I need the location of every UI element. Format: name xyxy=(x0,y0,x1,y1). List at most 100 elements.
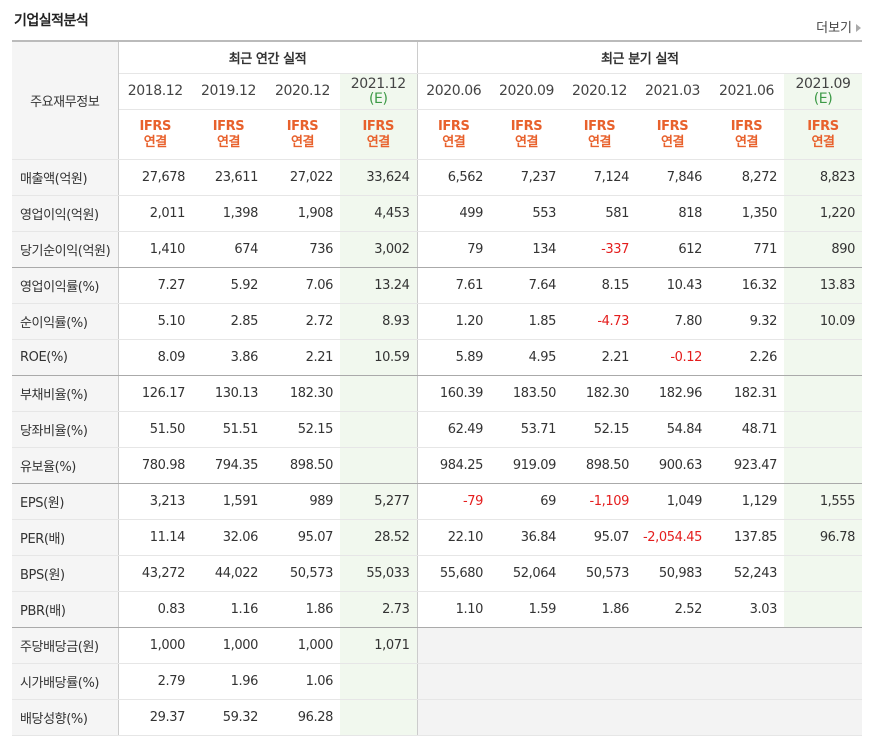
data-cell: 890 xyxy=(784,231,863,268)
data-cell: 2,011 xyxy=(118,195,192,232)
data-cell: 96.28 xyxy=(265,699,340,736)
data-cell: 3.86 xyxy=(192,339,265,376)
data-cell: 674 xyxy=(192,231,265,268)
data-cell: 1,908 xyxy=(265,195,340,232)
data-row: 유보율(%) 780.98 794.35 898.50 984.25 919.09 898.… xyxy=(12,447,863,484)
data-cell: 3.03 xyxy=(709,591,784,628)
data-row: 당좌비율(%) 51.50 51.51 52.15 62.49 53.71 52.15 54.… xyxy=(12,411,863,448)
period-label: 2020.06 xyxy=(426,83,482,99)
data-cell: 2.21 xyxy=(265,339,340,376)
data-cell: 0.83 xyxy=(118,591,192,628)
period-header: 2019.12 xyxy=(192,73,265,110)
data-row: 영업이익(억원) 2,011 1,398 1,908 4,453 499 553 581 818… xyxy=(12,195,863,232)
data-cell: 16.32 xyxy=(709,267,784,304)
data-row: 영업이익률(%) 7.27 5.92 7.06 13.24 7.61 7.64 8.15 10.… xyxy=(12,267,863,304)
financial-table: 주요재무정보 최근 연간 실적 최근 분기 실적 2018.12 2019.12 2020… xyxy=(12,40,863,736)
period-label: 2020.09 xyxy=(498,83,555,99)
row-label: PER(배) xyxy=(12,519,119,556)
more-link[interactable]: 더보기 xyxy=(816,17,861,36)
data-cell: 137.85 xyxy=(709,519,784,556)
basis-text: IFRS xyxy=(286,118,319,134)
basis-text: 연결 xyxy=(216,134,241,150)
data-cell: 126.17 xyxy=(118,375,192,412)
basis-header: IFRS 연결 xyxy=(265,109,340,160)
data-cell xyxy=(417,627,490,664)
period-label: 2019.12 xyxy=(200,83,257,99)
basis-text: 연결 xyxy=(366,134,391,150)
data-cell: 794.35 xyxy=(192,447,265,484)
data-cell: -4.73 xyxy=(563,303,636,340)
data-cell: 59.32 xyxy=(192,699,265,736)
data-cell: 6,562 xyxy=(417,159,490,196)
data-cell: 1,555 xyxy=(784,483,863,520)
data-cell xyxy=(563,663,636,700)
data-cell: -337 xyxy=(563,231,636,268)
data-cell: 1,410 xyxy=(118,231,192,268)
data-cell: 28.52 xyxy=(340,519,418,556)
data-row: 당기순이익(억원) 1,410 674 736 3,002 79 134 -337 612 771… xyxy=(12,231,863,268)
data-cell: 7,846 xyxy=(636,159,709,196)
data-row: BPS(원) 43,272 44,022 50,573 55,033 55,680 52,0… xyxy=(12,555,863,592)
period-header: 2021.09 (E) xyxy=(784,73,863,110)
data-cell: 44,022 xyxy=(192,555,265,592)
period-label: 2018.12 xyxy=(127,83,183,99)
row-label: EPS(원) xyxy=(12,483,119,520)
data-cell: 919.09 xyxy=(490,447,563,484)
data-cell: 48.71 xyxy=(709,411,784,448)
row-label: 주당배당금(원) xyxy=(12,627,119,664)
period-header: 2020.06 xyxy=(417,73,490,110)
data-cell: 1,350 xyxy=(709,195,784,232)
data-cell xyxy=(490,663,563,700)
data-cell: 8.93 xyxy=(340,303,418,340)
basis-text: 연결 xyxy=(587,134,612,150)
data-cell: 183.50 xyxy=(490,375,563,412)
data-row: 배당성향(%) 29.37 59.32 96.28 xyxy=(12,699,863,736)
basis-header: IFRS 연결 xyxy=(490,109,563,160)
basis-header: IFRS 연결 xyxy=(118,109,192,160)
data-cell: 23,611 xyxy=(192,159,265,196)
row-label: 영업이익(억원) xyxy=(12,195,119,232)
data-cell: -0.12 xyxy=(636,339,709,376)
data-cell: 52.15 xyxy=(265,411,340,448)
data-cell: 36.84 xyxy=(490,519,563,556)
basis-text: 연결 xyxy=(514,134,539,150)
data-cell xyxy=(784,411,863,448)
data-row: 주당배당금(원) 1,000 1,000 1,000 1,071 xyxy=(12,627,863,664)
basis-text: IFRS xyxy=(212,118,245,134)
period-header: 2020.09 xyxy=(490,73,563,110)
basis-text: IFRS xyxy=(807,118,839,134)
data-cell: 1.96 xyxy=(192,663,265,700)
basis-text: 연결 xyxy=(734,134,759,150)
data-cell: 1,129 xyxy=(709,483,784,520)
data-cell: 9.32 xyxy=(709,303,784,340)
row-label: 당좌비율(%) xyxy=(12,411,119,448)
data-cell: 900.63 xyxy=(636,447,709,484)
data-cell: 95.07 xyxy=(563,519,636,556)
data-cell: 898.50 xyxy=(265,447,340,484)
basis-text: IFRS xyxy=(730,118,763,134)
basis-header: IFRS 연결 xyxy=(784,109,863,160)
data-cell: 1,591 xyxy=(192,483,265,520)
data-cell: 5.89 xyxy=(417,339,490,376)
period-header: 2021.12 (E) xyxy=(340,73,418,110)
period-header: 2020.12 xyxy=(265,73,340,110)
basis-header: IFRS 연결 xyxy=(636,109,709,160)
basis-text: 연결 xyxy=(290,134,315,150)
data-cell: 7.27 xyxy=(118,267,192,304)
data-cell xyxy=(340,447,418,484)
data-cell: 2.52 xyxy=(636,591,709,628)
data-cell: 2.21 xyxy=(563,339,636,376)
data-cell xyxy=(784,375,863,412)
data-cell: 160.39 xyxy=(417,375,490,412)
basis-text: IFRS xyxy=(656,118,689,134)
data-row: PBR(배) 0.83 1.16 1.86 2.73 1.10 1.59 1.86 2.52 3.… xyxy=(12,591,863,628)
data-cell: 989 xyxy=(265,483,340,520)
data-cell: 5,277 xyxy=(340,483,418,520)
data-cell: 50,573 xyxy=(563,555,636,592)
period-label: 2021.09 xyxy=(795,75,851,92)
data-cell: 1,398 xyxy=(192,195,265,232)
row-label: 순이익률(%) xyxy=(12,303,119,340)
data-cell: 553 xyxy=(490,195,563,232)
section-title: 기업실적분석 xyxy=(14,13,89,29)
